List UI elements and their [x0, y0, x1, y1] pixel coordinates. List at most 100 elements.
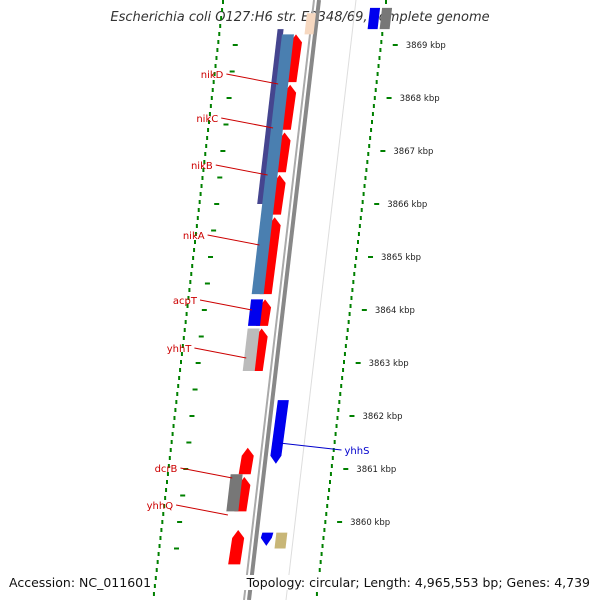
inner-dotted-track	[380, 40, 383, 44]
gene-label-connector	[226, 73, 279, 85]
inner-dotted-track	[315, 592, 318, 596]
outer-dotted-track	[194, 240, 196, 244]
outer-dotted-track	[212, 80, 215, 84]
outer-dotted-track	[169, 448, 172, 452]
outer-dotted-track	[183, 328, 186, 332]
outer-dotted-track	[185, 312, 188, 316]
outer-dotted-track	[177, 384, 180, 388]
inner-dotted-track	[372, 104, 375, 108]
minor-tick	[229, 70, 235, 73]
outer-dotted-track	[153, 584, 156, 588]
outer-dotted-track	[157, 552, 160, 556]
inner-dotted-track	[331, 456, 334, 460]
inner-dotted-track	[370, 128, 373, 132]
gene-feature	[247, 299, 264, 326]
gene-label: nikA	[183, 231, 205, 242]
outer-dotted-track	[198, 200, 201, 204]
minor-tick	[208, 256, 214, 258]
outer-dotted-track	[175, 400, 178, 404]
minor-tick	[226, 97, 232, 99]
gene-feature	[228, 529, 245, 565]
page-title: Escherichia coli O127:H6 str. E2348/69, …	[110, 10, 490, 25]
outer-dotted-track	[192, 256, 195, 260]
outer-dotted-track	[164, 496, 167, 500]
backbone-line	[247, 0, 321, 600]
outer-dotted-track	[211, 88, 214, 92]
inner-dotted-track	[354, 264, 357, 268]
outer-dotted-track	[187, 296, 190, 300]
inner-dotted-track	[318, 568, 321, 572]
outer-dotted-track	[186, 304, 189, 308]
outer-dotted-track	[204, 152, 207, 156]
outer-dotted-track	[210, 96, 213, 100]
gene-label-connector	[215, 164, 268, 176]
inner-dotted-track	[345, 336, 348, 340]
gene-label: yhhQ	[147, 501, 174, 512]
minor-tick	[192, 388, 198, 391]
outer-dotted-track	[160, 528, 163, 532]
outer-dotted-track	[207, 128, 210, 132]
outer-dotted-track	[201, 176, 204, 180]
ruler-tick-label: 3868 kbp	[400, 94, 440, 104]
outer-dotted-track	[216, 48, 219, 52]
outer-dotted-track	[172, 424, 175, 428]
ruler-tick-label: 3864 kbp	[375, 306, 415, 316]
inner-dotted-track	[329, 472, 332, 476]
genome-summary-text: Topology: circular; Length: 4,965,553 bp…	[243, 575, 590, 590]
gene-feature	[257, 29, 284, 204]
gene-label-connector	[199, 299, 252, 311]
outer-dotted-track	[189, 280, 192, 284]
outer-dotted-track	[209, 104, 212, 108]
inner-dotted-track	[337, 408, 340, 412]
inner-dotted-track	[358, 224, 361, 228]
inner-dotted-track	[330, 464, 333, 468]
outer-dotted-track	[194, 232, 197, 236]
outer-dotted-track	[166, 472, 169, 476]
inner-dotted-track	[338, 400, 341, 404]
outer-dotted-track	[182, 336, 185, 340]
outer-dotted-track	[180, 352, 183, 356]
inner-dotted-track	[355, 256, 358, 260]
inner-dotted-track	[328, 488, 331, 492]
inner-dotted-track	[367, 152, 370, 156]
outer-dotted-track	[163, 504, 166, 508]
outer-dotted-track	[174, 408, 177, 412]
inner-dotted-track	[341, 376, 344, 380]
gene-feature	[238, 447, 254, 475]
gene-label-connector	[194, 347, 247, 359]
outer-dotted-track	[220, 16, 223, 20]
inner-dotted-track	[374, 88, 377, 92]
ruler-tick-label: 3860 kbp	[350, 518, 390, 528]
ruler-tick	[355, 362, 361, 364]
gene-label: dcrB	[155, 464, 178, 475]
gene-feature	[367, 7, 381, 30]
outer-dotted-track	[205, 144, 208, 148]
gene-label: nikB	[191, 161, 213, 172]
outer-dotted-track	[152, 592, 155, 596]
gene-label-connector	[221, 117, 274, 129]
ruler-tick	[343, 468, 349, 470]
inner-dotted-track	[379, 48, 382, 52]
outer-dotted-track	[188, 288, 191, 292]
ruler-tick	[386, 97, 392, 99]
minor-tick	[198, 335, 204, 338]
inner-dotted-track	[359, 216, 362, 220]
inner-dotted-track	[326, 504, 329, 508]
inner-dotted-track	[320, 552, 323, 556]
outer-dotted-track	[178, 376, 181, 380]
gene-feature	[270, 400, 289, 464]
outer-dotted-track	[206, 136, 209, 140]
gene-feature	[304, 13, 316, 35]
minor-tick	[174, 547, 180, 550]
ruler-tick-label: 3865 kbp	[381, 253, 421, 263]
inner-dotted-track	[340, 384, 343, 388]
inner-dotted-track	[334, 432, 337, 436]
inner-dotted-track	[342, 368, 345, 372]
accession-text: Accession: NC_011601	[9, 575, 154, 590]
inner-dotted-track	[364, 176, 367, 180]
inner-dotted-track	[321, 544, 324, 548]
inner-dotted-track	[333, 440, 336, 444]
outer-dotted-track	[191, 264, 194, 268]
minor-tick	[189, 415, 195, 417]
